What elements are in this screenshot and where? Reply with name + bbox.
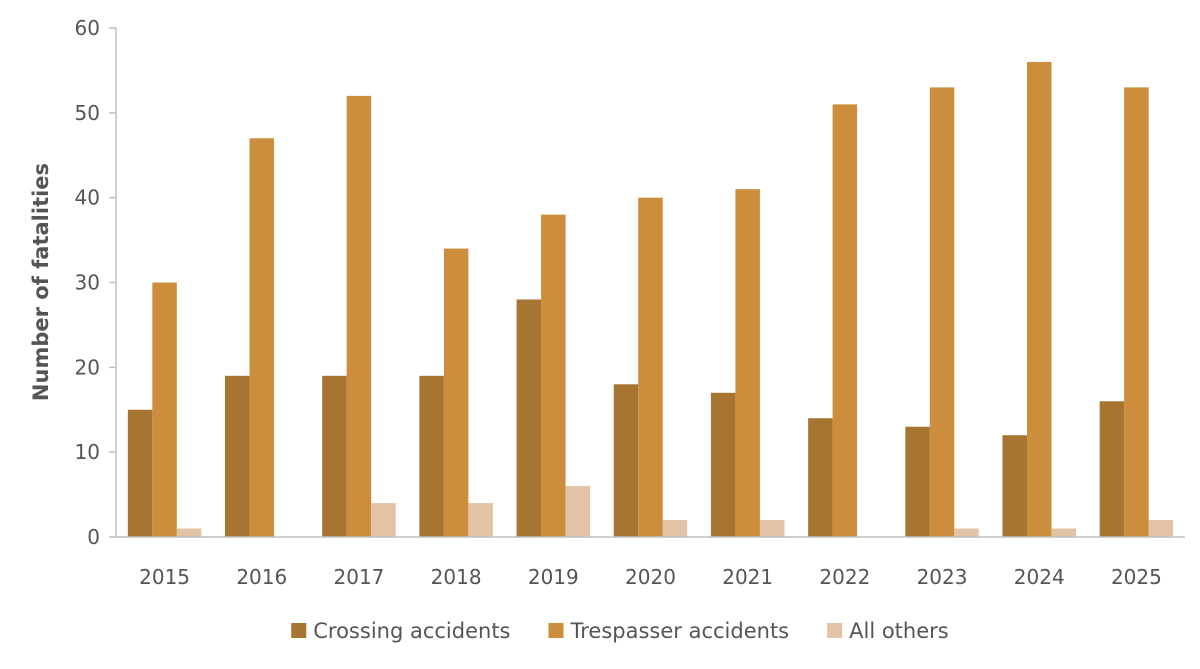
legend-item: Crossing accidents xyxy=(291,619,511,643)
legend-label: All others xyxy=(849,619,949,643)
legend-item: Trespasser accidents xyxy=(548,619,790,643)
bar-trespasser-accidents-2016 xyxy=(249,138,275,537)
bar-crossing-accidents-2024 xyxy=(1002,435,1027,537)
x-tick-label: 2017 xyxy=(334,565,385,589)
x-tick-label: 2015 xyxy=(139,565,190,589)
legend-swatch xyxy=(291,623,307,638)
x-tick-label: 2021 xyxy=(722,565,773,589)
bar-all-others-2025 xyxy=(1148,520,1174,537)
bar-all-others-2018 xyxy=(468,503,493,537)
bar-crossing-accidents-2018 xyxy=(419,375,444,537)
x-tick-label: 2020 xyxy=(625,565,676,589)
bar-trespasser-accidents-2022 xyxy=(832,104,858,537)
bar-all-others-2024 xyxy=(1051,528,1076,537)
bar-all-others-2023 xyxy=(954,528,979,537)
bar-crossing-accidents-2015 xyxy=(127,409,153,537)
bar-trespasser-accidents-2020 xyxy=(638,197,663,538)
bar-all-others-2015 xyxy=(176,528,202,537)
bar-crossing-accidents-2022 xyxy=(808,418,833,537)
bar-trespasser-accidents-2015 xyxy=(152,282,177,537)
bar-crossing-accidents-2020 xyxy=(613,384,639,537)
bar-crossing-accidents-2021 xyxy=(710,392,736,537)
bar-trespasser-accidents-2019 xyxy=(541,214,566,537)
x-tick-label: 2023 xyxy=(917,565,968,589)
y-tick-label: 50 xyxy=(75,101,100,125)
bar-all-others-2021 xyxy=(759,520,785,537)
bar-all-others-2019 xyxy=(565,486,591,537)
x-tick-label: 2016 xyxy=(236,565,287,589)
x-tick-label: 2019 xyxy=(528,565,579,589)
bar-crossing-accidents-2023 xyxy=(905,426,930,537)
legend-label: Crossing accidents xyxy=(313,619,510,643)
x-tick-label: 2025 xyxy=(1111,565,1162,589)
bar-all-others-2017 xyxy=(371,503,396,537)
bar-trespasser-accidents-2018 xyxy=(443,248,469,537)
y-axis-title: Number of fatalities xyxy=(29,163,53,401)
bar-trespasser-accidents-2021 xyxy=(735,189,760,537)
bar-trespasser-accidents-2024 xyxy=(1026,61,1052,538)
legend-swatch xyxy=(827,623,843,638)
legend: Crossing accidents Trespasser accidents Al… xyxy=(291,619,949,643)
bar-crossing-accidents-2019 xyxy=(516,299,542,537)
x-axis-ticks: 2015 2016 2017 2018 2019 2020 2021 2022 2023 2024… xyxy=(139,565,1162,589)
y-tick-label: 30 xyxy=(75,271,100,295)
bar-crossing-accidents-2025 xyxy=(1099,401,1125,537)
x-tick-label: 2018 xyxy=(431,565,482,589)
y-tick-label: 0 xyxy=(87,525,100,549)
legend-swatch xyxy=(548,623,564,638)
y-tick-label: 60 xyxy=(75,16,100,40)
y-tick-label: 40 xyxy=(75,186,100,210)
bar-crossing-accidents-2017 xyxy=(322,375,347,537)
y-tick-label: 20 xyxy=(75,355,100,379)
bar-trespasser-accidents-2017 xyxy=(346,95,372,538)
bar-all-others-2020 xyxy=(662,520,688,537)
bar-crossing-accidents-2016 xyxy=(225,375,250,537)
x-tick-label: 2024 xyxy=(1014,565,1065,589)
legend-item: All others xyxy=(827,619,949,643)
legend-label: Trespasser accidents xyxy=(570,619,790,643)
y-tick-label: 10 xyxy=(75,440,100,464)
y-axis-ticks: 0 10 20 30 40 50 60 xyxy=(75,16,116,549)
x-tick-label: 2022 xyxy=(819,565,870,589)
bar-trespasser-accidents-2023 xyxy=(929,87,955,537)
bar-trespasser-accidents-2025 xyxy=(1124,87,1149,537)
bars xyxy=(127,61,1174,538)
